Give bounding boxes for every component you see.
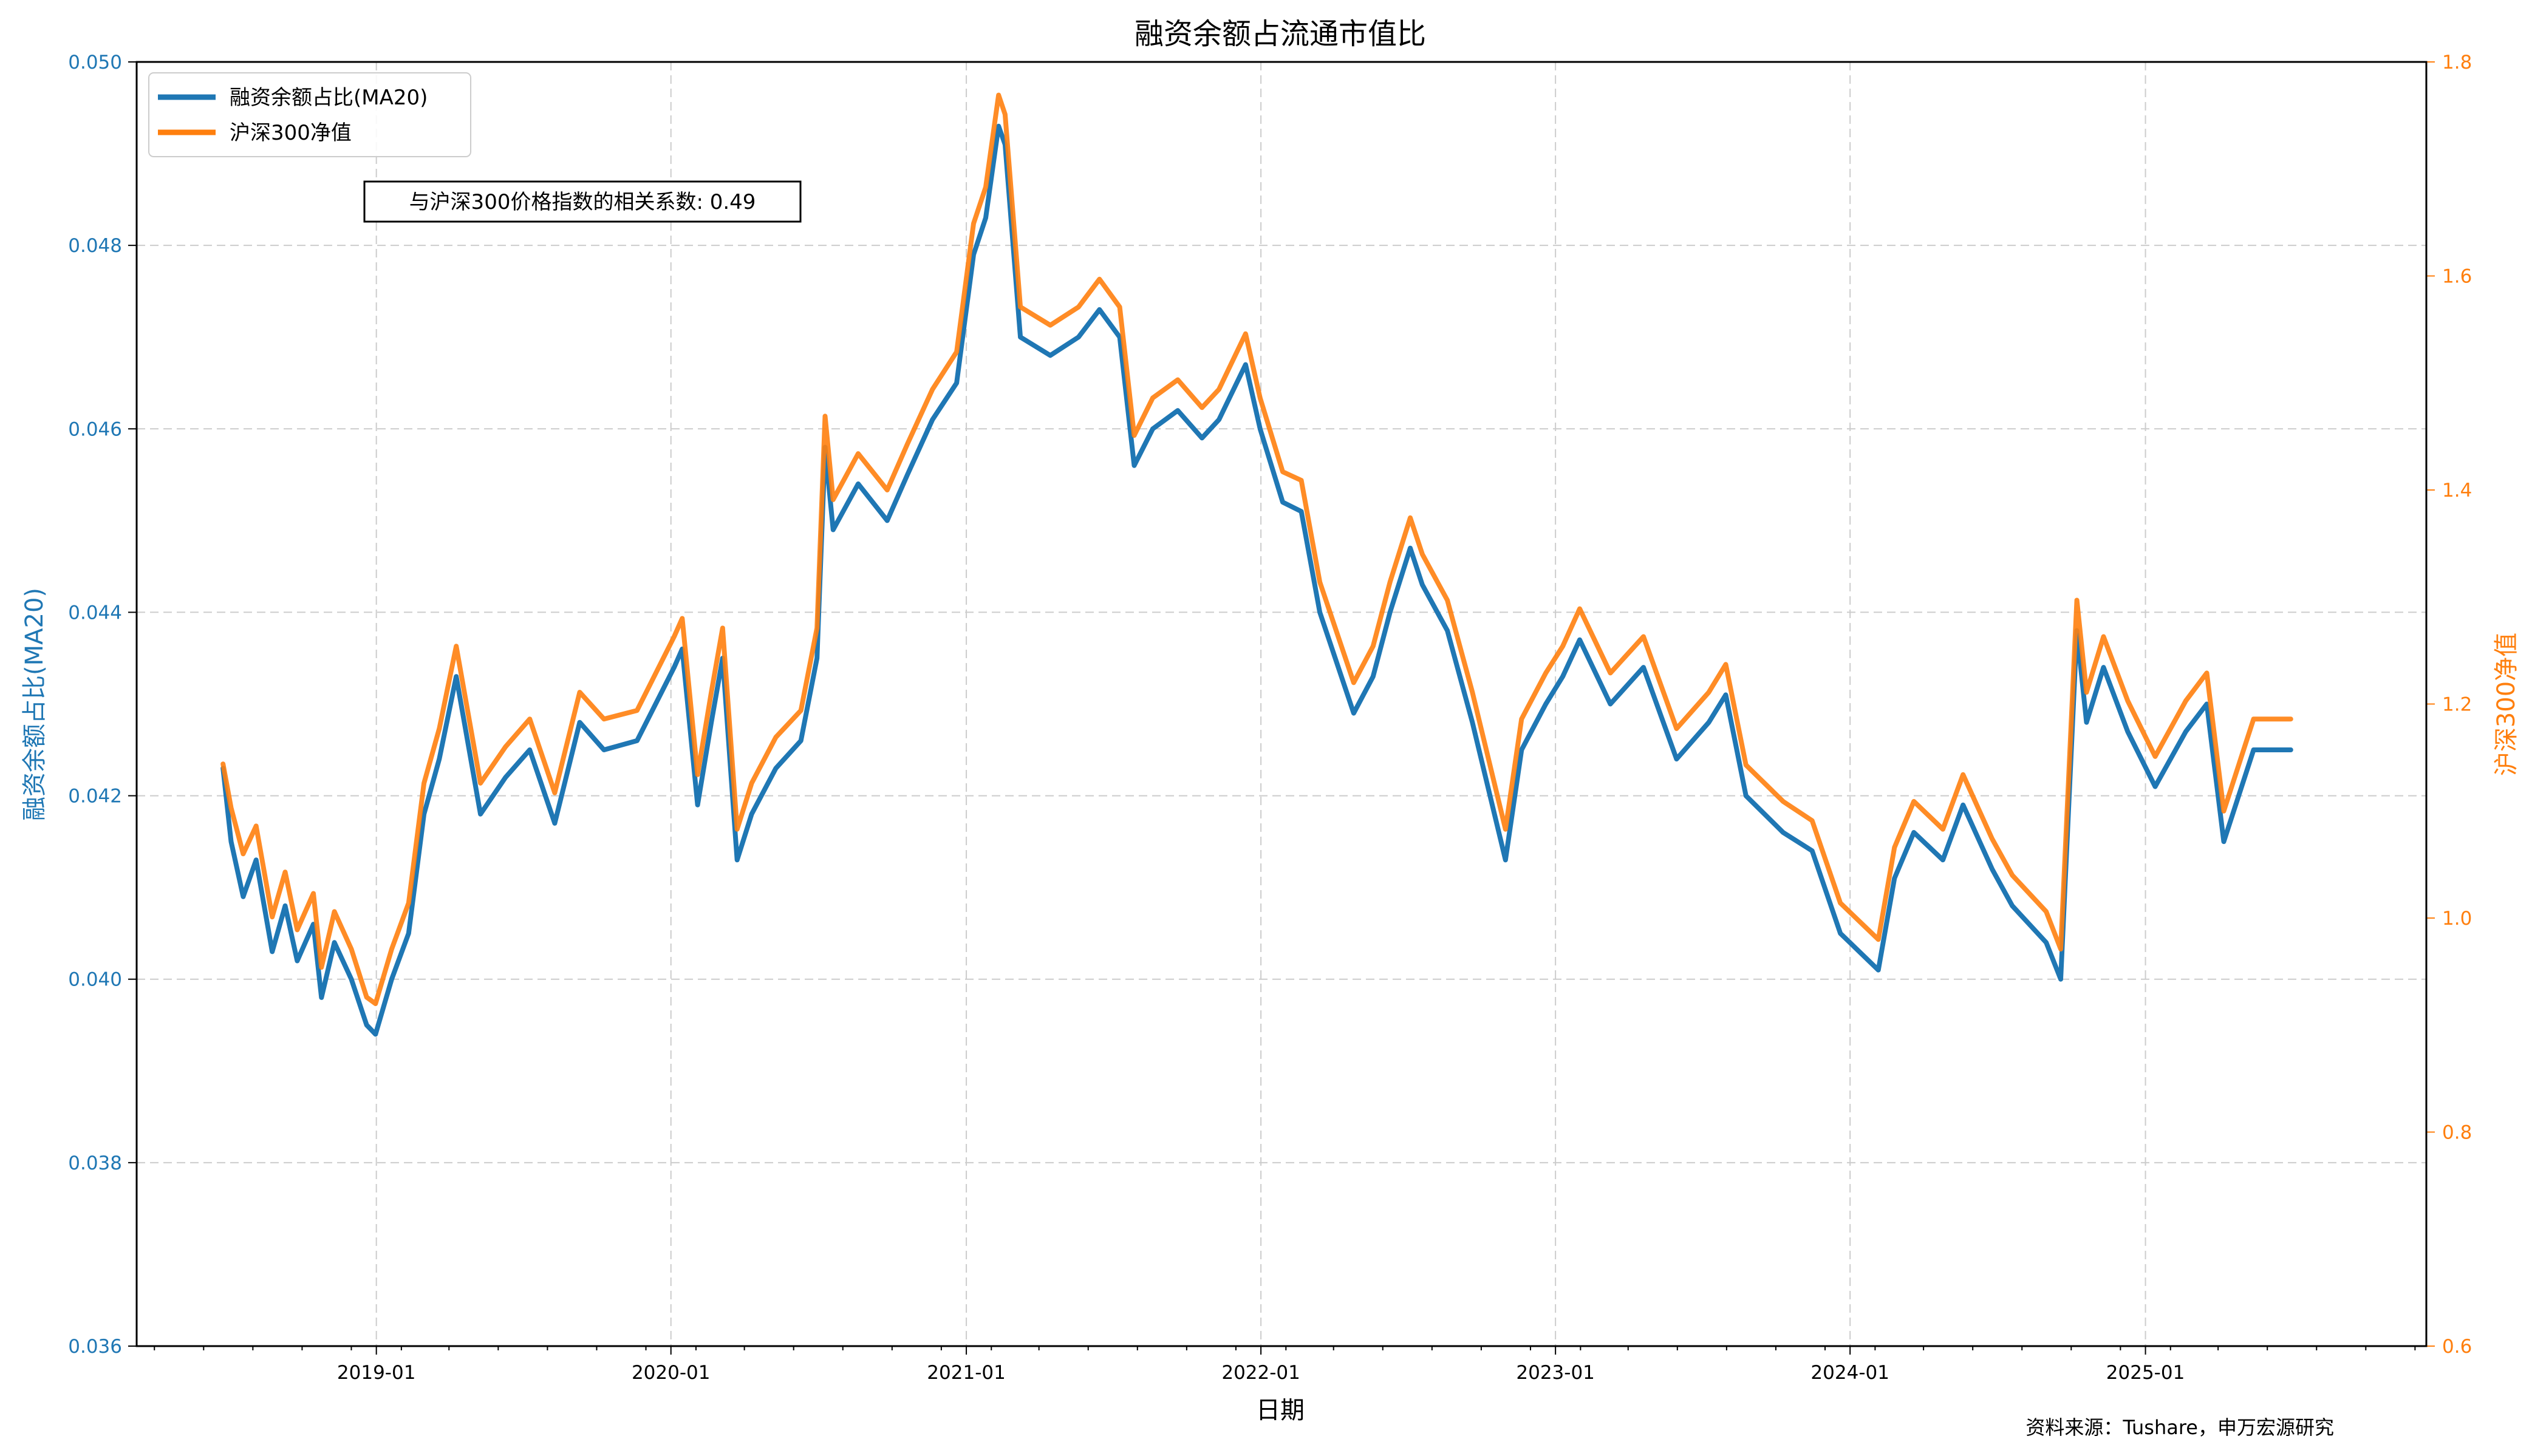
y-right-tick-label: 1.8	[2442, 52, 2472, 73]
legend-label-csi300: 沪深300净值	[230, 121, 352, 145]
y-axis-right-title: 沪深300净值	[2493, 633, 2520, 776]
y-left-tick-label: 0.038	[68, 1152, 122, 1174]
y-left-tick-label: 0.044	[68, 602, 122, 624]
x-tick-label: 2019-01	[337, 1362, 416, 1384]
legend-box	[148, 72, 471, 157]
y-left-tick-label: 0.042	[68, 786, 122, 808]
y-right-tick-label: 1.4	[2442, 480, 2472, 502]
x-axis: 2019-01 2020-01 2021-01 2022-01 2023-01 2024-…	[154, 1346, 2416, 1384]
series	[220, 92, 2293, 1037]
y-right-tick-label: 0.6	[2442, 1336, 2472, 1358]
series-line-csi300	[220, 92, 2293, 1006]
y-left-tick-label: 0.048	[68, 235, 122, 257]
y-right-tick-label: 0.8	[2442, 1122, 2472, 1144]
x-tick-label: 2023-01	[1516, 1362, 1595, 1384]
y-right-tick-label: 1.0	[2442, 908, 2472, 930]
x-axis-title: 日期	[1256, 1396, 1305, 1424]
y-left-tick-label: 0.046	[68, 418, 122, 440]
y-left-tick-label: 0.036	[68, 1336, 122, 1358]
plot-frame	[135, 61, 2428, 1347]
y-axis-right: 0.6 0.8 1.0 1.2 1.4 1.6 1.8	[2426, 52, 2472, 1358]
chart-title: 融资余额占流通市值比	[1135, 17, 1426, 51]
source-note: 资料来源：Tushare，申万宏源研究	[2025, 1416, 2334, 1439]
y-right-tick-label: 1.2	[2442, 694, 2472, 716]
y-right-tick-label: 1.6	[2442, 266, 2472, 288]
series-line-margin-ratio	[220, 123, 2293, 1037]
y-left-tick-label: 0.050	[68, 52, 122, 73]
y-axis-left-title: 融资余额占比(MA20)	[21, 588, 49, 821]
x-tick-label: 2020-01	[632, 1362, 711, 1384]
x-tick-label: 2025-01	[2106, 1362, 2185, 1384]
x-tick-label: 2024-01	[1810, 1362, 1889, 1384]
annotation-box	[363, 180, 802, 223]
y-axis-left: 0.036 0.038 0.040 0.042 0.044 0.046 0.048 0.050	[68, 52, 137, 1358]
annotation-text: 与沪深300价格指数的相关系数: 0.49	[409, 190, 756, 214]
x-tick-label: 2021-01	[927, 1362, 1006, 1384]
x-tick-label: 2022-01	[1221, 1362, 1300, 1384]
legend-label-margin-ratio: 融资余额占比(MA20)	[230, 86, 428, 110]
correlation-annotation: 与沪深300价格指数的相关系数: 0.49	[363, 180, 802, 223]
y-left-tick-label: 0.040	[68, 969, 122, 991]
legend: 融资余额占比(MA20) 沪深300净值	[148, 72, 471, 157]
